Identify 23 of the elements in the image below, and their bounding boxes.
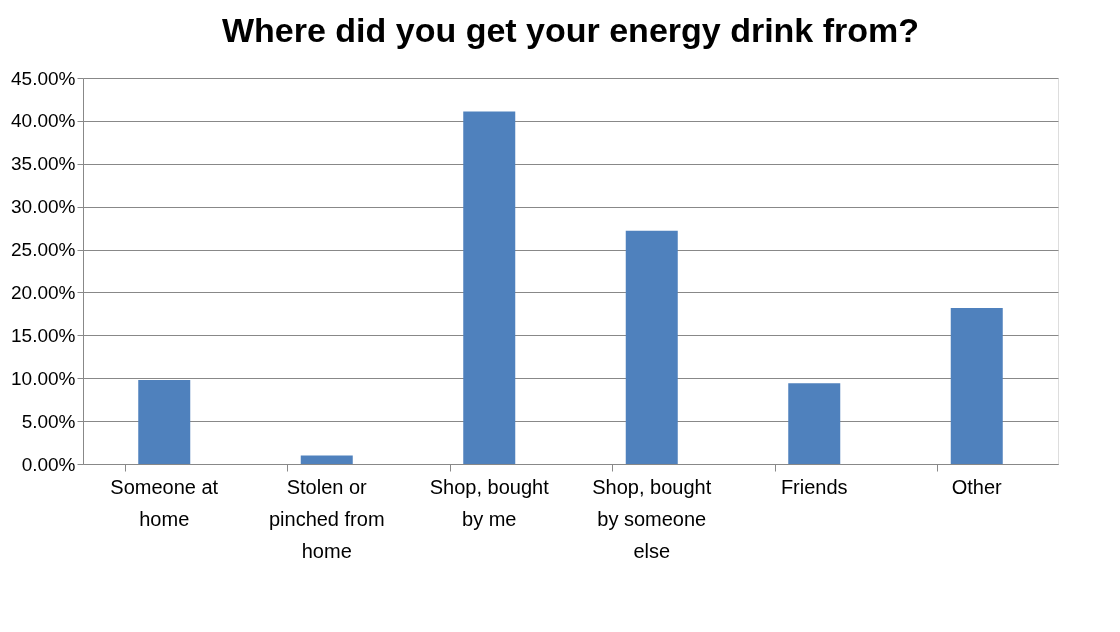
y-tick-label: 30.00% <box>11 196 76 218</box>
x-tick-label: Stolen or pinched from home <box>268 475 385 562</box>
y-tick-label: 35.00% <box>11 153 76 175</box>
x-tick-label: Shop, bought by someone else <box>592 475 712 562</box>
x-tick-label: Friends <box>780 475 848 498</box>
y-tick-label: 25.00% <box>11 239 76 261</box>
x-tick-label: Shop, bought by me <box>429 475 550 530</box>
y-tick-label: 40.00% <box>11 110 76 132</box>
x-tick-label: Someone at home <box>110 475 219 530</box>
y-tick-label: 0.00% <box>21 453 76 475</box>
bar <box>463 111 516 464</box>
bar <box>300 455 353 464</box>
y-tick-label: 5.00% <box>21 410 76 432</box>
y-tick-label: 45.00% <box>11 67 76 89</box>
y-tick-label: 15.00% <box>11 324 76 346</box>
bar <box>625 230 678 464</box>
chart-title: Where did you get your energy drink from? <box>221 11 920 49</box>
y-tick-label: 20.00% <box>11 281 76 303</box>
bar <box>138 379 191 464</box>
bar <box>950 307 1003 464</box>
y-tick-label: 10.00% <box>11 367 76 389</box>
bar <box>788 383 841 464</box>
x-tick-label: Other <box>951 475 1003 498</box>
